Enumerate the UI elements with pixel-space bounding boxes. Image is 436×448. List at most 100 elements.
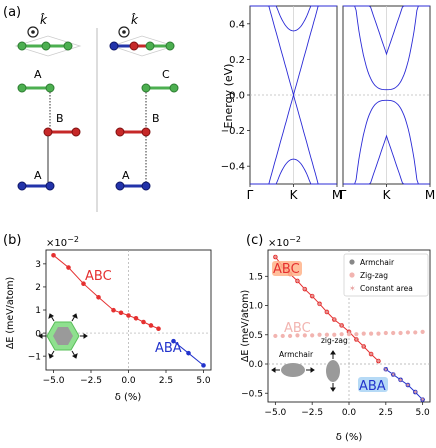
data-point xyxy=(81,281,86,286)
data-point xyxy=(383,366,389,372)
data-point xyxy=(420,329,425,334)
k-symbol: k̂ xyxy=(40,13,48,27)
c-multiplier: ×10−2 xyxy=(268,235,301,249)
data-point xyxy=(51,253,56,258)
unit-cell-outline xyxy=(14,35,82,57)
band-line xyxy=(250,5,337,32)
data-point xyxy=(346,332,352,337)
abc-structure: k̂ C B A xyxy=(109,13,179,191)
atom xyxy=(141,127,151,137)
x-tick-label: K xyxy=(290,188,299,202)
data-point xyxy=(420,397,425,402)
y-tick-label: 0.0 xyxy=(249,360,264,370)
data-point xyxy=(361,344,367,349)
data-point xyxy=(317,301,322,307)
x-tick-label: 0.0 xyxy=(121,376,136,386)
k-direction-dot-icon xyxy=(31,30,35,34)
y-tick-label: 1.5 xyxy=(249,273,263,283)
atom xyxy=(109,41,119,51)
data-point xyxy=(171,338,176,344)
x-tick-label: M xyxy=(332,188,342,202)
data-point xyxy=(324,332,330,337)
c-ylabel: ΔE (meV/atom) xyxy=(240,290,251,362)
constant-area-point: ✶ xyxy=(309,293,315,301)
constant-area-point: ✶ xyxy=(368,351,374,359)
abc-highlight xyxy=(272,261,302,276)
panel-label-a: (a) xyxy=(3,5,21,20)
x-tick-label: 5.0 xyxy=(415,408,430,418)
data-point xyxy=(405,382,411,388)
band-line xyxy=(343,5,430,91)
x-tick-label: 5.0 xyxy=(196,376,211,386)
x-tick-label: 0.0 xyxy=(342,408,357,418)
atom xyxy=(17,83,27,93)
band-lines-right xyxy=(343,5,430,185)
constant-area-point: ✶ xyxy=(405,382,411,390)
constant-area-point: ✶ xyxy=(376,358,382,366)
data-point xyxy=(361,331,366,336)
x-tick-label: Γ xyxy=(340,188,347,202)
b-ylabel: ΔE (meV/atom) xyxy=(5,277,16,349)
data-point xyxy=(376,331,381,336)
data-point xyxy=(118,310,124,316)
data-point xyxy=(383,330,388,336)
x-tick-label: 2.5 xyxy=(379,408,393,418)
atom xyxy=(165,41,175,51)
data-point xyxy=(391,330,396,336)
data-point xyxy=(201,363,206,368)
legend-zigzag: Zig-zag xyxy=(360,271,388,280)
data-point xyxy=(66,265,71,270)
data-point xyxy=(354,332,359,337)
constant-area-point: ✶ xyxy=(361,343,367,351)
constant-area-point: ✶ xyxy=(339,322,345,330)
data-point xyxy=(324,309,330,315)
zigzag-arrows-icon xyxy=(330,350,336,392)
constant-area-point: ✶ xyxy=(324,308,330,316)
data-point xyxy=(339,323,344,328)
constant-area-point: ✶ xyxy=(317,300,323,308)
x-tick-label: −2.5 xyxy=(80,376,102,386)
data-point xyxy=(96,295,101,300)
panel-b-marks xyxy=(46,250,211,370)
data-point xyxy=(302,286,308,292)
atom xyxy=(141,83,151,93)
band-lines-left xyxy=(250,5,337,185)
atom xyxy=(71,127,81,137)
data-point xyxy=(413,330,418,335)
data-point xyxy=(186,350,191,356)
data-point xyxy=(376,358,381,364)
data-point xyxy=(310,333,315,338)
constant-area-point: ✶ xyxy=(420,396,426,404)
c-legend: Armchair Zig-zag ✶ Constant area xyxy=(343,253,429,297)
constant-area-point: ✶ xyxy=(353,336,359,344)
panel-b-plot: −5.0 −2.5 0.0 2.5 5.0 3 2 1 0 −1 ×10−2 ΔE (meV/at… xyxy=(5,235,212,403)
hexagon-strain-icon xyxy=(38,313,88,359)
y-tick-label: 0.0 xyxy=(229,91,245,102)
data-point xyxy=(287,333,293,339)
c-xlabel: δ (%) xyxy=(336,432,363,443)
aba-highlight xyxy=(358,377,388,392)
b-multiplier: ×10−2 xyxy=(46,235,79,249)
data-point xyxy=(398,377,403,383)
constant-area-point: ✶ xyxy=(295,277,301,285)
y-tick-label: 0.2 xyxy=(229,55,245,66)
aba-structure: k̂ A B A xyxy=(14,13,82,191)
x-tick-label: −5.0 xyxy=(43,376,65,386)
data-point xyxy=(309,293,315,299)
x-tick-label: −2.5 xyxy=(301,408,323,418)
constant-area-point: ✶ xyxy=(390,371,396,379)
constant-area-point: ✶ xyxy=(412,389,418,397)
data-point xyxy=(273,333,278,339)
panel-label-c: (c) xyxy=(246,233,263,248)
y-tick-label: 0 xyxy=(35,329,41,339)
band-axes: Γ K MΓ K M0.40.20.0−0.2−0.4 xyxy=(221,19,435,202)
layer-label-a-top: A xyxy=(34,68,42,81)
atom xyxy=(141,181,151,191)
legend-constant-area: Constant area xyxy=(360,284,413,293)
band-line xyxy=(343,5,430,56)
y-tick-label: −1 xyxy=(28,352,41,362)
legend-marker-constant-area: ✶ xyxy=(349,284,356,293)
atom xyxy=(43,127,53,137)
band-structure-plots: Γ K MΓ K M0.40.20.0−0.2−0.4 Energy (eV) xyxy=(221,5,435,202)
